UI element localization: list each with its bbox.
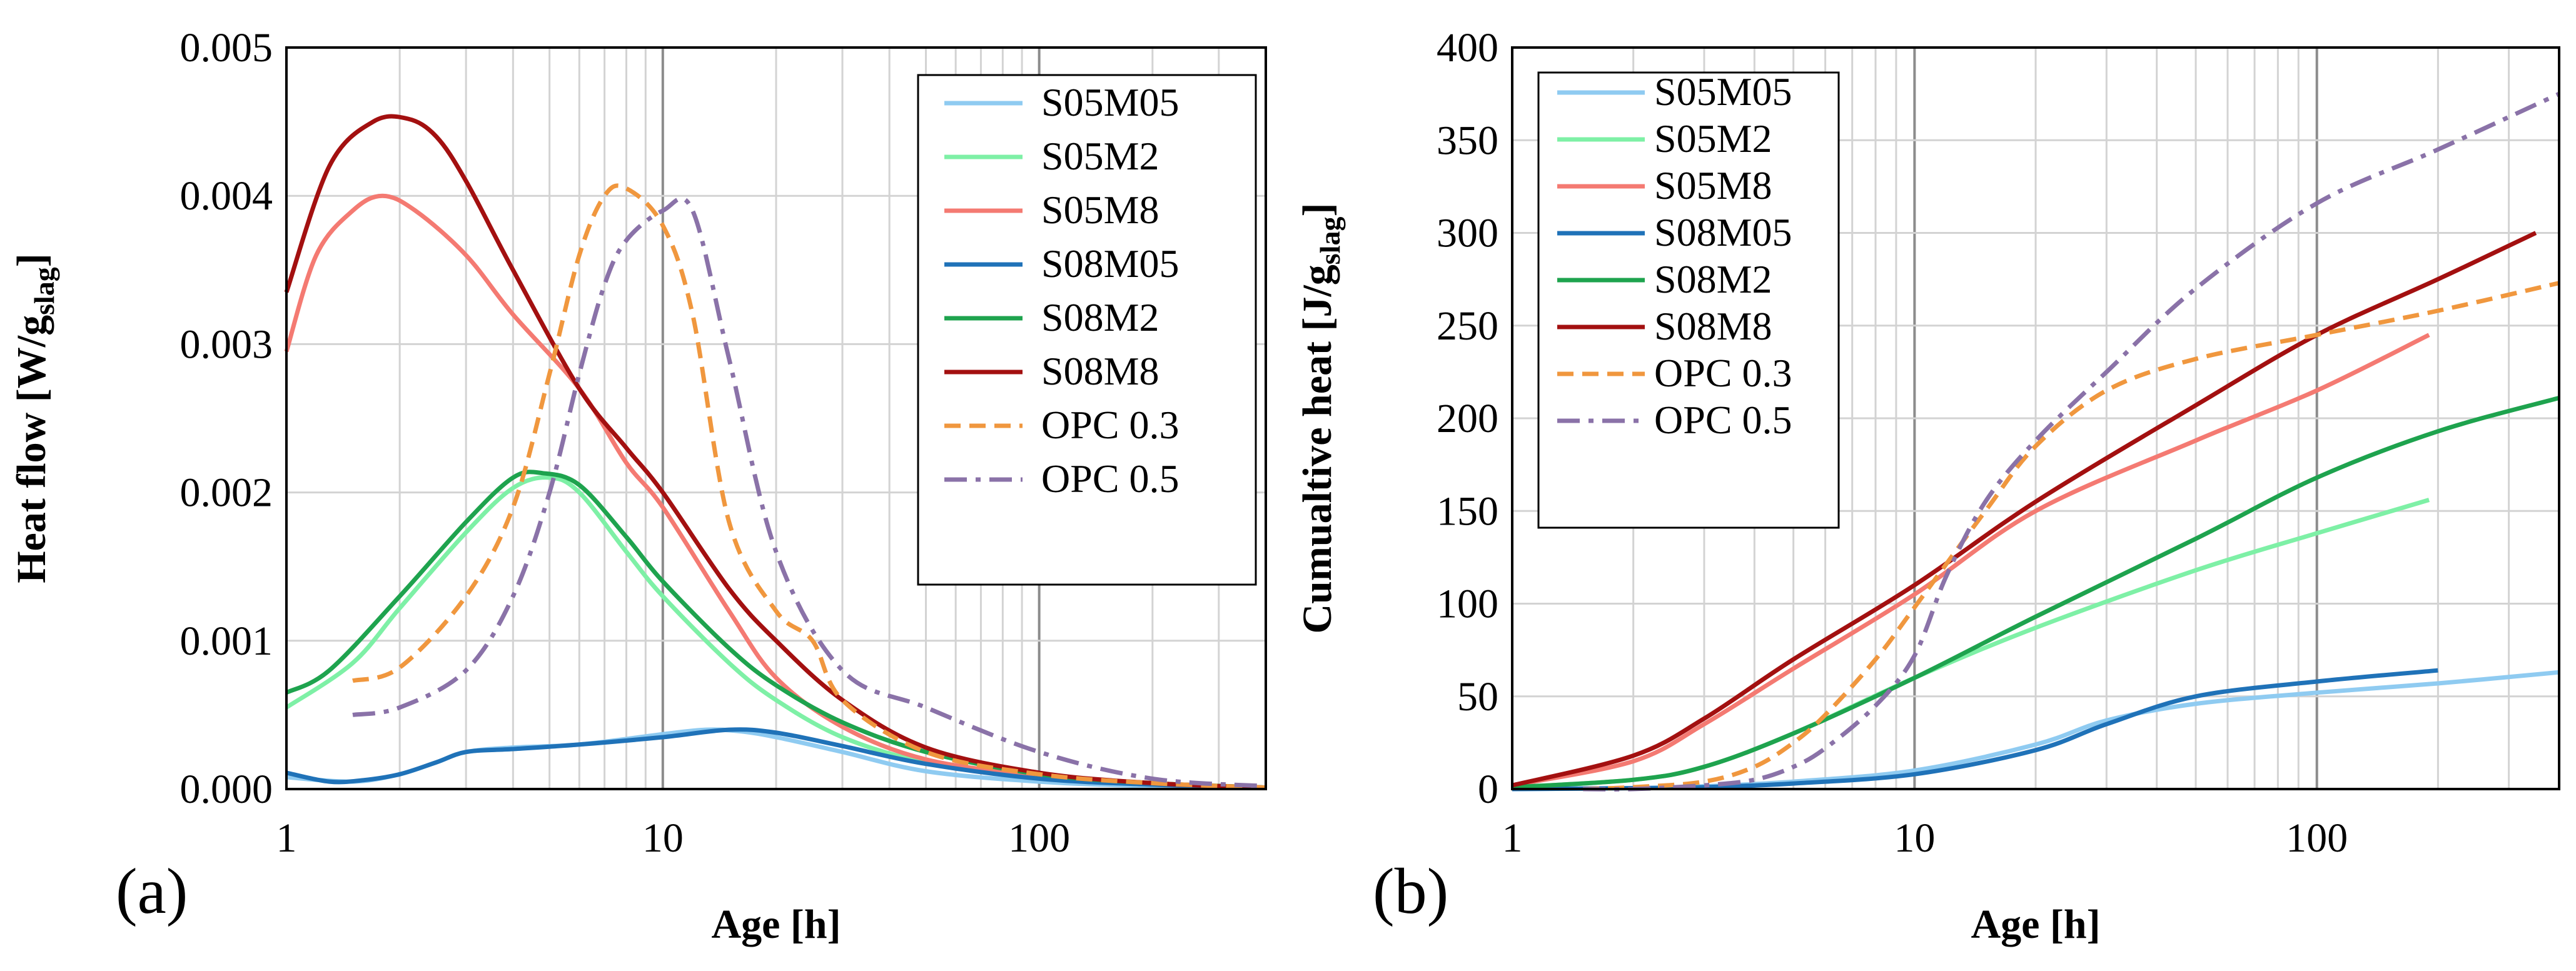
panel-b-x-axis-title: Age [h] — [1971, 902, 2100, 947]
y-tick-label: 0.001 — [180, 618, 273, 664]
y-tick-label: 0.005 — [180, 25, 273, 71]
y-tick-label: 100 — [1437, 581, 1498, 627]
x-tick-label: 100 — [2286, 815, 2348, 861]
legend-label-s05m05: S05M05 — [1654, 69, 1792, 114]
series-line-opc-0-3 — [1583, 281, 2560, 792]
panel-a-legend: S05M05 S05M2 S05M8 S08M05 S08M2 S08M8 OPC 0.3 O… — [917, 74, 1257, 586]
series-line-s05m8 — [284, 193, 1266, 790]
panel-b-legend-box — [1537, 71, 1840, 529]
legend-label-s08m2: S08M2 — [1041, 295, 1159, 340]
y-tick-label: 0.004 — [180, 173, 273, 219]
x-tick-label: 10 — [1894, 815, 1935, 861]
series-line-s08m05 — [286, 727, 1266, 790]
panel-a-heat-flow-chart: 0.000 0.001 0.002 0.003 0.004 0.005 1 10 100 Ag… — [9, 25, 1267, 947]
y-tick-label: 0 — [1478, 767, 1498, 812]
legend-label-opc-0-3: OPC 0.3 — [1654, 351, 1792, 395]
legend-label-s08m8: S08M8 — [1041, 349, 1159, 393]
series-line-s05m2 — [1512, 498, 2430, 790]
panel-a-legend-box — [917, 74, 1257, 586]
legend-label-opc-0-3: OPC 0.3 — [1041, 403, 1179, 447]
x-tick-label: 100 — [1008, 815, 1070, 861]
series-line-opc-0-5 — [352, 196, 1266, 788]
panel-b-y-ticks: 0 50 100 150 200 250 300 350 400 — [1437, 25, 1498, 812]
panel-a-y-axis-title-subscript: slag — [28, 267, 60, 315]
y-tick-label: 350 — [1437, 118, 1498, 163]
panel-a-x-axis-title: Age [h] — [711, 902, 841, 947]
y-tick-label: 250 — [1437, 303, 1498, 349]
panel-a-y-ticks: 0.000 0.001 0.002 0.003 0.004 0.005 — [180, 25, 273, 812]
legend-label-opc-0-5: OPC 0.5 — [1654, 398, 1792, 442]
series-line-s08m2 — [1512, 396, 2560, 790]
panel-b-y-axis-title-end: ] — [1295, 203, 1340, 217]
y-tick-label: 400 — [1437, 25, 1498, 71]
panel-a-y-axis-title-main: Heat flow [W/g — [9, 315, 54, 583]
series-line-s08m8 — [284, 114, 1266, 790]
panel-b-y-axis-title: Cumualtive heat [J/gslag] — [1295, 203, 1346, 634]
legend-label-s05m8: S05M8 — [1654, 163, 1772, 208]
legend-label-s05m8: S05M8 — [1041, 188, 1159, 232]
panel-a-y-axis-title-end: ] — [9, 253, 54, 267]
series-line-opc-0-3 — [352, 183, 1266, 790]
legend-label-s05m05: S05M05 — [1041, 80, 1179, 124]
legend-label-s08m05: S08M05 — [1654, 210, 1792, 254]
panel-b-series — [1512, 91, 2560, 792]
legend-label-s05m2: S05M2 — [1654, 116, 1772, 161]
panel-a-series — [284, 114, 1266, 790]
legend-label-opc-0-5: OPC 0.5 — [1041, 456, 1179, 501]
legend-label-s08m2: S08M2 — [1654, 257, 1772, 301]
y-tick-label: 0.002 — [180, 470, 273, 516]
panel-a-x-ticks: 1 10 100 — [276, 815, 1071, 861]
y-tick-label: 300 — [1437, 211, 1498, 256]
series-line-s08m8 — [1512, 231, 2537, 788]
x-tick-label: 10 — [642, 815, 684, 861]
y-tick-label: 0.000 — [180, 767, 273, 812]
legend-label-s05m2: S05M2 — [1041, 134, 1159, 178]
panel-b-label: (b) — [1373, 855, 1448, 927]
panel-a-y-axis-title: Heat flow [W/gslag] — [9, 253, 60, 583]
y-tick-label: 150 — [1437, 488, 1498, 534]
panel-a-label: (a) — [116, 855, 188, 927]
panel-a-plot-frame — [285, 46, 1267, 790]
legend-label-s08m05: S08M05 — [1041, 241, 1179, 286]
legend-label-s08m8: S08M8 — [1654, 304, 1772, 348]
y-tick-label: 0.003 — [180, 321, 273, 367]
x-tick-label: 1 — [276, 815, 297, 861]
y-tick-label: 200 — [1437, 396, 1498, 441]
panel-b-x-ticks: 1 10 100 — [1502, 815, 2348, 861]
panel-b-y-axis-title-main: Cumualtive heat [J/g — [1295, 264, 1340, 633]
series-line-opc-0-5 — [1583, 91, 2560, 792]
y-tick-label: 50 — [1457, 674, 1498, 720]
panel-b-y-axis-title-subscript: slag — [1314, 217, 1346, 265]
x-tick-label: 1 — [1502, 815, 1523, 861]
panel-b-plot-frame — [1511, 46, 2560, 790]
